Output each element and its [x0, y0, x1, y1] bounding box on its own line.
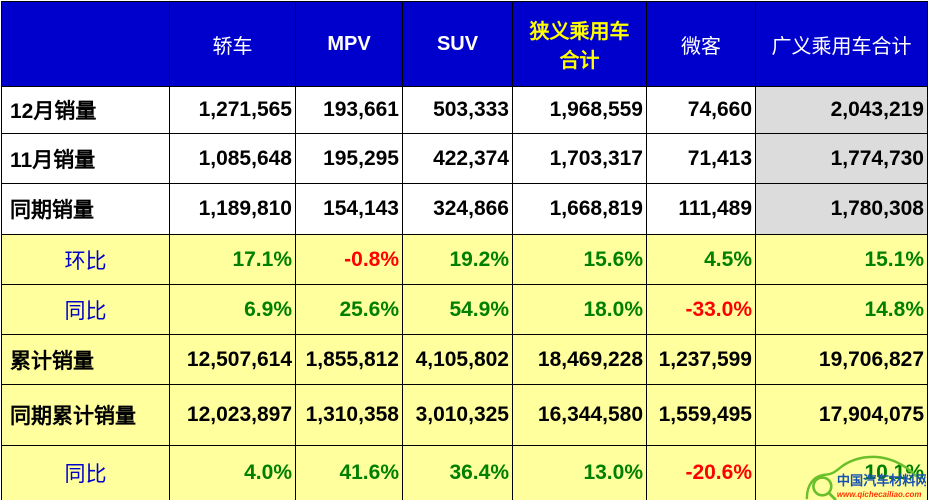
svg-text:中国汽车材料网: 中国汽车材料网 [837, 472, 926, 488]
svg-text:www.qichecailiao.com: www.qichecailiao.com [837, 490, 922, 499]
